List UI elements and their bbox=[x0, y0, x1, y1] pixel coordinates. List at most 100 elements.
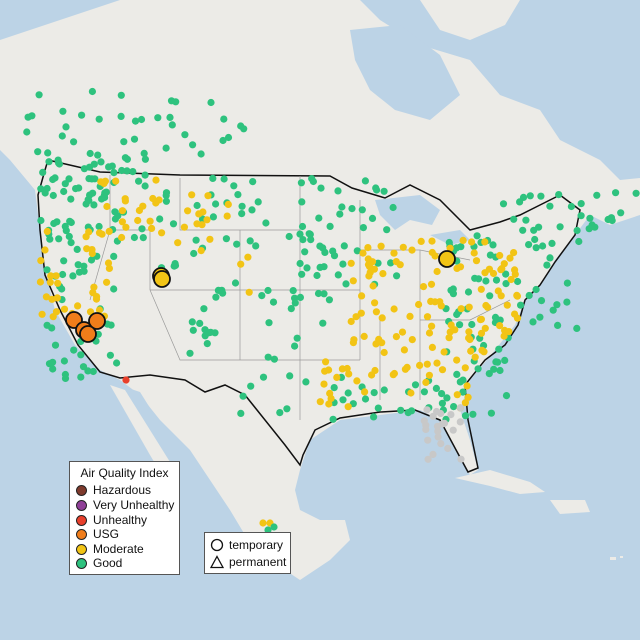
monitor-marker[interactable] bbox=[154, 114, 162, 122]
monitor-marker[interactable] bbox=[461, 364, 469, 372]
monitor-marker[interactable] bbox=[117, 91, 125, 99]
monitor-marker[interactable] bbox=[90, 283, 98, 291]
monitor-marker[interactable] bbox=[114, 212, 122, 220]
monitor-marker[interactable] bbox=[501, 356, 509, 364]
monitor-marker[interactable] bbox=[120, 138, 128, 146]
monitor-marker[interactable] bbox=[52, 272, 60, 280]
monitor-marker[interactable] bbox=[59, 270, 67, 279]
monitor-marker[interactable] bbox=[192, 236, 200, 244]
monitor-marker[interactable] bbox=[497, 266, 505, 274]
monitor-marker[interactable] bbox=[77, 373, 85, 381]
monitor-marker[interactable] bbox=[593, 191, 601, 199]
monitor-marker[interactable] bbox=[219, 136, 227, 145]
monitor-marker[interactable] bbox=[198, 221, 206, 229]
monitor-marker[interactable] bbox=[373, 186, 381, 194]
monitor-marker[interactable] bbox=[62, 123, 70, 131]
monitor-marker[interactable] bbox=[535, 223, 543, 231]
monitor-marker[interactable] bbox=[529, 318, 537, 326]
monitor-marker[interactable] bbox=[502, 280, 510, 288]
monitor-marker[interactable] bbox=[440, 348, 448, 356]
monitor-marker[interactable] bbox=[358, 292, 366, 300]
monitor-marker[interactable] bbox=[171, 260, 179, 268]
monitor-marker[interactable] bbox=[283, 405, 291, 413]
monitor-marker[interactable] bbox=[117, 112, 125, 120]
monitor-marker[interactable] bbox=[138, 225, 146, 233]
monitor-marker[interactable] bbox=[539, 242, 547, 250]
monitor-marker[interactable] bbox=[456, 321, 464, 329]
monitor-marker[interactable] bbox=[249, 178, 257, 186]
monitor-marker[interactable] bbox=[141, 182, 149, 190]
monitor-marker[interactable] bbox=[546, 254, 554, 262]
temporary-monitor-marker[interactable] bbox=[438, 250, 456, 268]
monitor-marker[interactable] bbox=[389, 371, 397, 379]
monitor-marker[interactable] bbox=[61, 180, 69, 188]
monitor-marker[interactable] bbox=[95, 222, 103, 231]
monitor-marker[interactable] bbox=[365, 262, 374, 270]
monitor-marker[interactable] bbox=[88, 175, 96, 183]
monitor-marker[interactable] bbox=[459, 236, 467, 244]
monitor-marker[interactable] bbox=[494, 287, 502, 295]
monitor-marker[interactable] bbox=[464, 393, 472, 401]
monitor-marker[interactable] bbox=[531, 235, 539, 244]
monitor-marker[interactable] bbox=[371, 299, 379, 307]
monitor-marker[interactable] bbox=[446, 244, 454, 252]
monitor-marker[interactable] bbox=[326, 222, 334, 230]
monitor-marker[interactable] bbox=[314, 289, 323, 298]
monitor-marker[interactable] bbox=[59, 107, 67, 115]
monitor-marker[interactable] bbox=[285, 232, 293, 241]
monitor-marker[interactable] bbox=[334, 187, 342, 195]
monitor-marker[interactable] bbox=[139, 234, 147, 242]
monitor-marker[interactable] bbox=[526, 192, 534, 200]
monitor-marker[interactable] bbox=[204, 192, 212, 200]
monitor-marker[interactable] bbox=[471, 353, 479, 361]
monitor-marker[interactable] bbox=[353, 247, 361, 255]
monitor-marker[interactable] bbox=[313, 271, 321, 280]
monitor-marker[interactable] bbox=[80, 165, 88, 173]
monitor-marker[interactable] bbox=[46, 278, 54, 286]
monitor-marker[interactable] bbox=[70, 346, 78, 354]
monitor-marker[interactable] bbox=[490, 365, 498, 373]
monitor-marker[interactable] bbox=[162, 189, 171, 197]
monitor-marker[interactable] bbox=[507, 275, 515, 284]
monitor-marker[interactable] bbox=[95, 115, 103, 123]
monitor-marker[interactable] bbox=[140, 149, 148, 157]
monitor-marker[interactable] bbox=[264, 286, 272, 295]
monitor-marker[interactable] bbox=[489, 241, 497, 249]
monitor-marker[interactable] bbox=[67, 195, 75, 203]
monitor-marker[interactable] bbox=[390, 305, 398, 313]
monitor-marker[interactable] bbox=[465, 328, 473, 336]
monitor-marker[interactable] bbox=[556, 223, 564, 231]
monitor-marker[interactable] bbox=[196, 319, 204, 327]
monitor-marker[interactable] bbox=[465, 303, 473, 311]
monitor-marker[interactable] bbox=[456, 263, 465, 271]
monitor-marker[interactable] bbox=[212, 200, 220, 208]
monitor-marker[interactable] bbox=[38, 310, 46, 318]
monitor-marker[interactable] bbox=[118, 207, 127, 215]
monitor-marker[interactable] bbox=[320, 290, 328, 298]
monitor-marker[interactable] bbox=[172, 98, 180, 106]
monitor-marker[interactable] bbox=[60, 305, 69, 313]
monitor-marker[interactable] bbox=[338, 203, 346, 211]
monitor-marker[interactable] bbox=[522, 216, 530, 224]
monitor-marker[interactable] bbox=[70, 138, 78, 146]
monitor-marker[interactable] bbox=[380, 348, 388, 357]
monitor-marker[interactable] bbox=[67, 239, 75, 247]
monitor-marker[interactable] bbox=[423, 360, 431, 368]
monitor-marker[interactable] bbox=[52, 308, 61, 316]
monitor-marker[interactable] bbox=[224, 133, 233, 142]
monitor-marker[interactable] bbox=[525, 241, 533, 249]
monitor-marker[interactable] bbox=[428, 248, 436, 257]
monitor-marker[interactable] bbox=[209, 213, 217, 221]
monitor-marker[interactable] bbox=[411, 381, 420, 389]
monitor-marker[interactable] bbox=[372, 340, 380, 348]
monitor-marker[interactable] bbox=[134, 216, 142, 225]
monitor-marker[interactable] bbox=[433, 267, 441, 276]
monitor-marker[interactable] bbox=[231, 279, 240, 287]
monitor-marker[interactable] bbox=[220, 115, 228, 123]
monitor-marker[interactable] bbox=[575, 237, 583, 246]
monitor-marker[interactable] bbox=[169, 220, 178, 228]
monitor-marker[interactable] bbox=[465, 334, 473, 342]
monitor-marker[interactable] bbox=[361, 388, 369, 396]
monitor-marker[interactable] bbox=[54, 156, 62, 164]
monitor-marker[interactable] bbox=[471, 274, 479, 282]
